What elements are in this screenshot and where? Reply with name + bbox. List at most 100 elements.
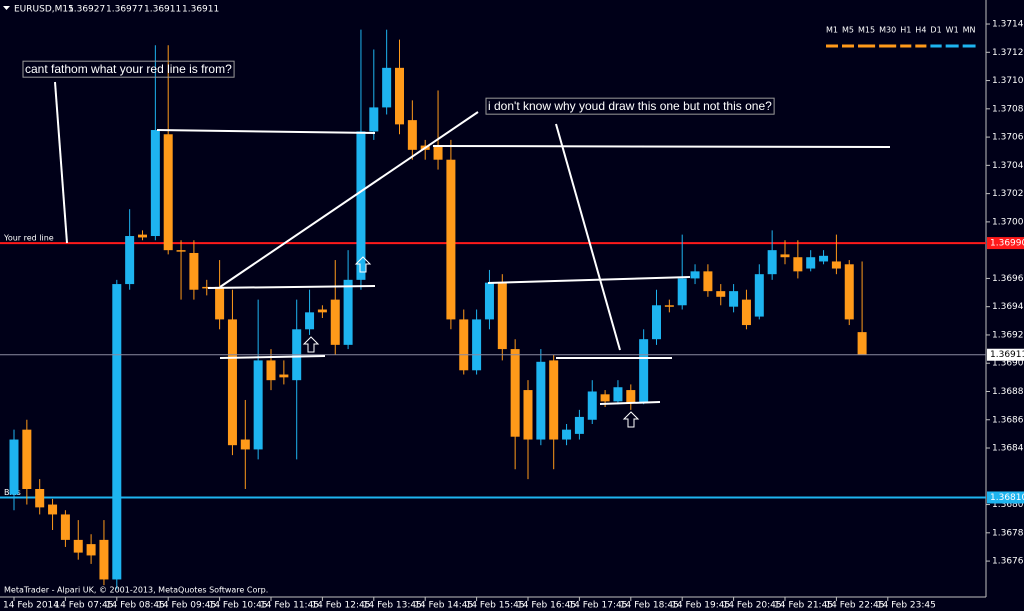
candle-body xyxy=(369,107,379,132)
candle-body xyxy=(831,261,841,269)
level-line xyxy=(487,276,691,284)
x-tick-label: 14 Feb 09:45 xyxy=(157,601,216,611)
x-tick-label: 14 Feb 13:45 xyxy=(363,601,422,611)
timeframe-label: M30 xyxy=(879,26,896,35)
x-tick-label: 14 Feb 21:45 xyxy=(774,601,833,611)
y-tick-label: 1.36805 xyxy=(992,500,1024,510)
candle-body xyxy=(227,319,237,446)
candle-body xyxy=(767,250,777,275)
candle-body xyxy=(472,319,482,371)
level-line xyxy=(207,285,376,289)
annotation-box xyxy=(22,60,235,78)
candle-body xyxy=(48,504,58,515)
candle-body xyxy=(523,390,533,440)
candle-body xyxy=(356,131,366,280)
candle-body xyxy=(844,264,854,320)
candle-body xyxy=(60,514,70,540)
candle-body xyxy=(138,234,147,238)
y-tick-label: 1.36965 xyxy=(992,274,1024,284)
x-tick-label: 14 Feb 14:45 xyxy=(414,601,473,611)
plot: Your red lineBias xyxy=(0,29,986,590)
y-tick-label: 1.36765 xyxy=(992,557,1024,567)
candle-body xyxy=(819,255,829,262)
y-tick-label: 1.36925 xyxy=(992,330,1024,340)
candle-body xyxy=(86,544,96,556)
candle-body xyxy=(433,145,443,160)
candle-body xyxy=(729,291,739,307)
timeframe-label: MN xyxy=(963,26,976,35)
y-tick-label: 1.36865 xyxy=(992,415,1024,425)
level-line xyxy=(432,145,891,148)
level-line xyxy=(219,355,326,359)
level-name: Your red line xyxy=(3,234,54,243)
candle-body xyxy=(574,416,584,434)
trend-line xyxy=(219,111,479,288)
candle-body xyxy=(677,278,687,306)
arrows xyxy=(302,256,640,428)
candle-body xyxy=(459,319,469,371)
candle-body xyxy=(330,299,340,345)
timeframe-label: M1 xyxy=(826,26,838,35)
x-tick-label: 14 Feb 17:45 xyxy=(568,601,627,611)
timeframe-label: M5 xyxy=(842,26,854,35)
x-tick-label: 14 Feb 23:45 xyxy=(877,601,936,611)
candle-body xyxy=(176,250,186,252)
y-tick-label: 1.37145 xyxy=(992,20,1024,30)
candle-body xyxy=(150,130,160,237)
y-tick-label: 1.36785 xyxy=(992,528,1024,538)
candle-body xyxy=(716,291,726,297)
candle-body xyxy=(343,279,353,345)
price-label-box xyxy=(987,237,1024,250)
header-open: 1.36927 xyxy=(68,5,105,15)
x-tick-label: 14 Feb 11:45 xyxy=(260,601,319,611)
x-tick-label: 14 Feb 12:45 xyxy=(311,601,370,611)
candle-body xyxy=(741,299,751,326)
candle-body xyxy=(549,360,559,440)
candle-body xyxy=(600,394,610,402)
timeframe-label: M15 xyxy=(858,26,875,35)
candle-body xyxy=(857,332,867,355)
candle-body xyxy=(9,439,19,495)
timeframe-label: H4 xyxy=(915,26,926,35)
y-tick-label: 1.37045 xyxy=(992,161,1024,171)
annotation: cant fathom what your red line is from? xyxy=(25,62,232,76)
candle-body xyxy=(652,305,661,340)
price-label: 1.36990 xyxy=(990,239,1024,249)
y-tick-label: 1.37085 xyxy=(992,104,1024,114)
footer: MetaTrader - Alpari UK, © 2001-2013, Met… xyxy=(4,586,268,595)
candle-body xyxy=(317,309,327,313)
y-tick-label: 1.37125 xyxy=(992,48,1024,58)
candle-body xyxy=(253,360,263,450)
candle-body xyxy=(407,120,417,150)
up-arrow xyxy=(302,336,320,353)
header-high: 1.36977 xyxy=(106,5,143,15)
y-tick-label: 1.37105 xyxy=(992,76,1024,86)
pointer-line xyxy=(555,123,621,351)
x-tick-label: 14 Feb 22:45 xyxy=(825,601,884,611)
y-tick-label: 1.37065 xyxy=(992,133,1024,143)
candle-body xyxy=(510,349,520,437)
y-tick-label: 1.36885 xyxy=(992,387,1024,397)
candle-body xyxy=(266,360,276,381)
candle-body xyxy=(73,539,83,553)
candle-body xyxy=(562,429,572,440)
price-label: 1.36810 xyxy=(990,493,1024,503)
candle-body xyxy=(497,282,507,350)
candle-body xyxy=(99,539,109,580)
candle-body xyxy=(484,282,494,320)
annotation-box xyxy=(485,97,775,115)
candle-body xyxy=(189,252,199,290)
candle-body xyxy=(639,339,649,403)
y-tick-label: 1.37005 xyxy=(992,217,1024,227)
x-tick-label: 14 Feb 10:45 xyxy=(209,601,268,611)
candle-body xyxy=(703,271,713,292)
current-price-label: 1.36911 xyxy=(990,350,1024,360)
candle-body xyxy=(112,284,122,580)
y-tick-label: 1.37025 xyxy=(992,189,1024,199)
candle-body xyxy=(382,67,392,108)
price-label-box xyxy=(987,491,1024,504)
x-tick-label: 14 Feb 18:45 xyxy=(620,601,679,611)
y-tick-label: 1.36905 xyxy=(992,359,1024,369)
